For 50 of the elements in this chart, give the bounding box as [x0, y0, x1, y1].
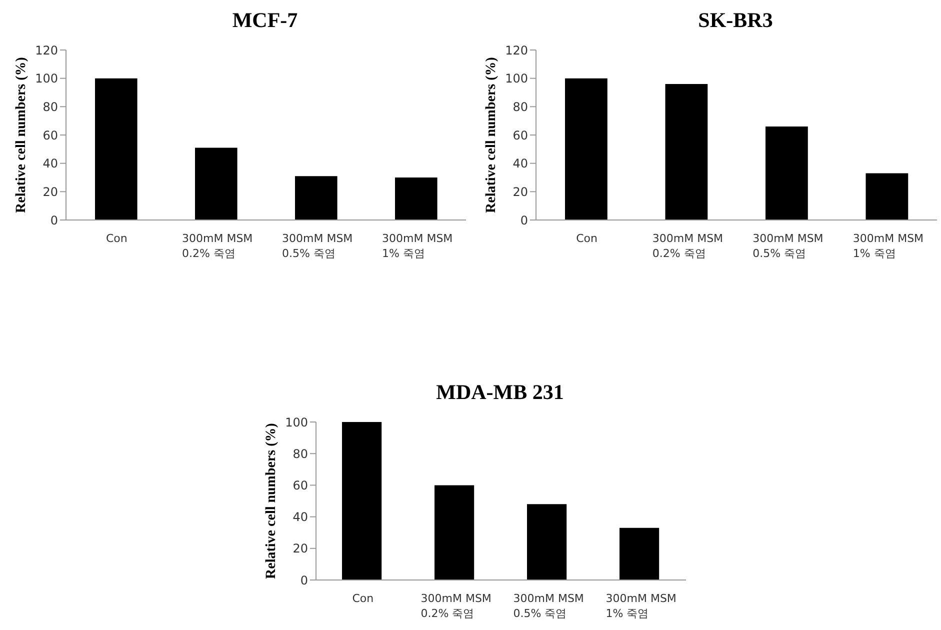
bar	[527, 504, 567, 580]
x-tick-label: Con	[576, 232, 598, 245]
y-tick-label: 60	[42, 128, 58, 142]
y-tick-label: 0	[520, 213, 528, 228]
bar	[95, 78, 138, 220]
x-tick-label: 300mM MSM 1% 죽염	[606, 592, 676, 620]
y-tick-label: 0	[50, 213, 58, 228]
x-tick-label: 300mM MSM 1% 죽염	[382, 232, 453, 260]
y-tick-label: 20	[512, 184, 528, 199]
y-tick-label: 80	[512, 100, 528, 114]
y-tick-label: 80	[42, 100, 58, 114]
x-tick-label: Con	[352, 592, 374, 605]
x-tick-label: Con	[106, 232, 128, 245]
y-tick-label: 80	[292, 446, 308, 461]
x-tick-label: 300mM MSM 0.5% 죽염	[513, 592, 584, 620]
bar	[195, 148, 238, 220]
x-tick-label: 300mM MSM 0.2% 죽염	[652, 232, 724, 260]
y-tick-label: 20	[42, 184, 58, 199]
chart-title: MCF-7	[231, 7, 299, 34]
x-tick-label: 300mM MSM 0.2% 죽염	[182, 232, 253, 260]
y-tick-label: 60	[512, 128, 528, 142]
bar	[342, 422, 382, 580]
bar	[766, 126, 808, 220]
y-tick-label: 40	[512, 156, 528, 171]
y-tick-label: 60	[292, 478, 308, 492]
chart-title: SK-BR3	[697, 7, 774, 34]
bar	[395, 178, 438, 220]
x-tick-label: 300mM MSM 0.2% 죽염	[420, 592, 492, 620]
y-tick-label: 40	[292, 510, 308, 524]
bar	[295, 176, 338, 220]
y-tick-label: 40	[42, 156, 58, 171]
y-tick-label: 100	[285, 415, 308, 430]
chart-title: MDA-MB 231	[435, 379, 565, 406]
y-tick-label: 20	[292, 542, 308, 556]
bar	[620, 528, 660, 580]
bar	[565, 78, 608, 220]
y-axis-title: Relative cell numbers (%)	[264, 422, 279, 579]
bar	[665, 84, 708, 220]
x-tick-label: 300mM MSM 0.5% 죽염	[282, 232, 353, 260]
x-tick-label: 300mM MSM 0.5% 죽염	[752, 232, 824, 260]
y-tick-label: 100	[35, 72, 58, 86]
y-axis-title: Relative cell numbers (%)	[484, 56, 499, 213]
y-tick-label: 120	[35, 43, 58, 58]
bar	[866, 173, 908, 220]
y-tick-label: 100	[505, 72, 528, 86]
x-tick-label: 300mM MSM 1% 죽염	[852, 232, 924, 260]
y-tick-label: 120	[505, 43, 528, 58]
y-tick-label: 0	[300, 573, 308, 588]
y-axis-title: Relative cell numbers (%)	[14, 56, 29, 213]
bar	[434, 485, 474, 580]
